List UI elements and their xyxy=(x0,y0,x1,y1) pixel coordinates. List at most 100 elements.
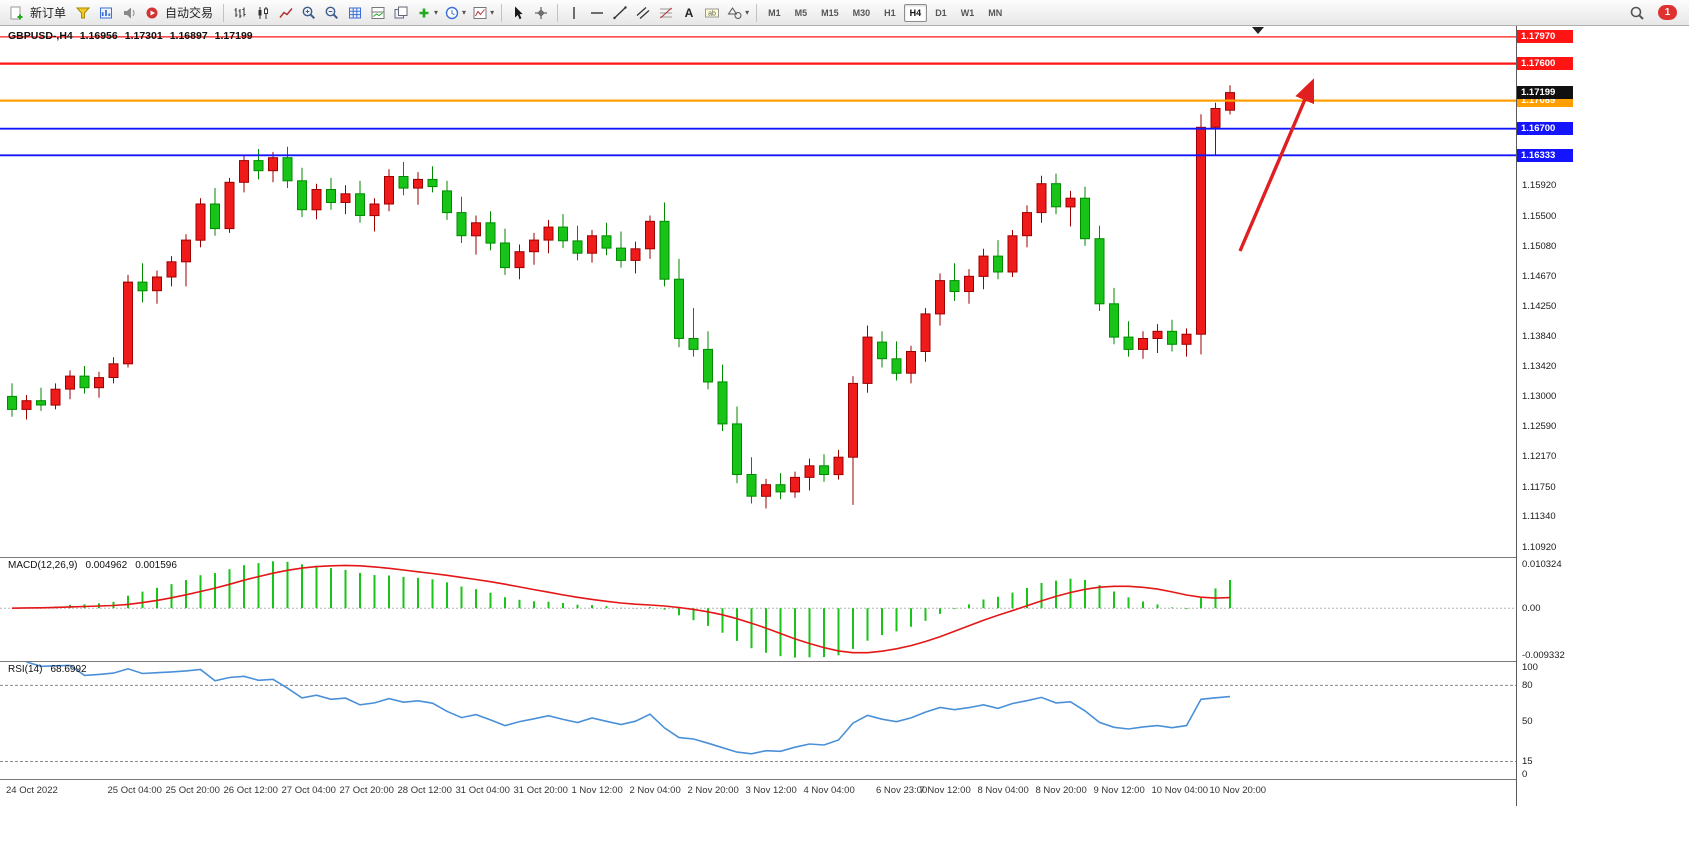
macd-chart xyxy=(0,561,1516,658)
timeframe-M15[interactable]: M15 xyxy=(821,7,839,18)
ohlc-high: 1.17301 xyxy=(124,30,163,42)
zoom-in-icon[interactable] xyxy=(298,3,320,23)
macd-axis-label: 0.00 xyxy=(1522,603,1541,615)
funnel-icon[interactable] xyxy=(72,3,94,23)
timeframe-M5[interactable]: M5 xyxy=(794,7,808,18)
text-tool-icon[interactable]: A xyxy=(678,3,700,23)
timeframe-MN[interactable]: MN xyxy=(988,7,1003,18)
toolbar-separator xyxy=(223,3,225,22)
price-axis-label: 1.12590 xyxy=(1522,421,1557,433)
time-axis[interactable]: 24 Oct 2022 25 Oct 04:00 25 Oct 20:00 26 Oc… xyxy=(0,780,1516,806)
fibonacci-tool-icon[interactable] xyxy=(655,3,677,23)
new-order-label[interactable]: 新订单 xyxy=(30,6,67,20)
time-axis-label: 31 Oct 20:00 xyxy=(513,785,568,796)
alert-badge[interactable]: 1 xyxy=(1658,5,1677,20)
rsi-axis-label: 50 xyxy=(1522,715,1533,727)
rsi-axis-label: 15 xyxy=(1522,756,1533,768)
zoom-out-icon[interactable] xyxy=(321,3,343,23)
time-axis-label: 2 Nov 20:00 xyxy=(687,785,739,796)
macd-panel[interactable]: MACD(12,26,9) 0.004962 0.001596 xyxy=(0,558,1516,662)
timeframe-H1[interactable]: H1 xyxy=(884,7,896,18)
time-axis-label: 25 Oct 04:00 xyxy=(107,785,162,796)
price-axis-label: 1.13420 xyxy=(1522,361,1557,372)
timeframe-W1[interactable]: W1 xyxy=(960,7,975,18)
shapes-tool-icon[interactable] xyxy=(724,3,746,23)
search-icon[interactable] xyxy=(1626,3,1648,23)
time-axis-label: 9 Nov 12:00 xyxy=(1093,785,1145,796)
svg-text:A: A xyxy=(685,6,694,20)
market-depth-icon[interactable] xyxy=(95,3,117,23)
bid-price-tag: 1.17199 xyxy=(1517,86,1573,100)
cursor-icon[interactable] xyxy=(507,3,529,23)
rsi-axis-label: 0 xyxy=(1522,769,1528,780)
chart-title: GBPUSD-,H4 1.16956 1.17301 1.16897 1.171… xyxy=(8,30,253,42)
price-axis[interactable]: 1.15920 1.15500 1.15080 1.14670 1.14250 1.138… xyxy=(1516,26,1689,806)
time-axis-label: 7 Nov 12:00 xyxy=(919,785,971,796)
arrange-windows-icon[interactable] xyxy=(390,3,412,23)
period-icon[interactable] xyxy=(441,3,463,23)
time-axis-label: 25 Oct 20:00 xyxy=(165,785,220,796)
indicator-window-icon[interactable] xyxy=(367,3,389,23)
price-axis-label: 1.13840 xyxy=(1522,330,1557,342)
time-axis-label: 26 Oct 12:00 xyxy=(223,785,278,796)
rsi-axis-label: 80 xyxy=(1522,680,1533,692)
trend-arrow xyxy=(1238,78,1315,252)
auto-trade-label[interactable]: 自动交易 xyxy=(165,6,214,20)
text-label-tool-icon[interactable]: ab xyxy=(701,3,723,23)
new-order-icon[interactable] xyxy=(6,3,28,23)
price-axis-label: 1.15080 xyxy=(1522,240,1557,252)
price-axis-label: 1.15920 xyxy=(1522,180,1557,192)
ohlc-close: 1.17199 xyxy=(214,30,253,42)
vertical-line-tool-icon[interactable] xyxy=(563,3,585,23)
price-axis-label: 1.14250 xyxy=(1522,300,1557,312)
price-axis-label: 1.15500 xyxy=(1522,210,1557,222)
macd-histogram xyxy=(25,561,1231,658)
auto-trade-icon[interactable] xyxy=(141,3,163,23)
macd-label: MACD(12,26,9) 0.004962 0.001596 xyxy=(8,560,177,571)
toolbar: 新订单 自动交易 xyxy=(0,0,1689,26)
time-axis-label: 24 Oct 2022 xyxy=(6,785,58,796)
rsi-name: RSI(14) xyxy=(8,664,43,675)
price-axis-label: 1.12170 xyxy=(1522,451,1557,463)
timeframe-M30[interactable]: M30 xyxy=(852,7,871,18)
macd-name: MACD(12,26,9) xyxy=(8,560,78,571)
time-axis-label: 3 Nov 12:00 xyxy=(745,785,797,796)
bar-chart-type-icon[interactable] xyxy=(229,3,251,23)
template-icon[interactable] xyxy=(469,3,491,23)
timeframe-D1[interactable]: D1 xyxy=(935,7,947,18)
rsi-panel[interactable]: RSI(14) 68.6992 xyxy=(0,662,1516,780)
time-axis-label: 4 Nov 04:00 xyxy=(803,785,855,796)
macd-signal-line xyxy=(11,564,1231,654)
timeframe-H4[interactable]: H4 xyxy=(903,3,928,22)
add-indicator-caret[interactable]: ▾ xyxy=(434,8,439,17)
chart-shift-marker xyxy=(1252,27,1264,34)
sound-icon[interactable] xyxy=(118,3,140,23)
time-axis-label: 6 Nov 23:00 xyxy=(876,785,928,796)
trendline-tool-icon[interactable] xyxy=(609,3,631,23)
macd-signal-value: 0.001596 xyxy=(135,560,177,571)
price-axis-label: 1.14670 xyxy=(1522,270,1557,282)
line-chart-type-icon[interactable] xyxy=(275,3,297,23)
channel-tool-icon[interactable] xyxy=(632,3,654,23)
add-indicator-icon[interactable] xyxy=(413,3,435,23)
candlestick-chart-type-icon[interactable] xyxy=(252,3,274,23)
shapes-caret[interactable]: ▾ xyxy=(745,8,750,17)
price-chart-panel[interactable]: GBPUSD-,H4 1.16956 1.17301 1.16897 1.171… xyxy=(0,26,1516,558)
time-axis-label: 2 Nov 04:00 xyxy=(629,785,681,796)
hline-price-tag: 1.16700 xyxy=(1517,122,1573,136)
template-caret[interactable]: ▾ xyxy=(490,8,495,17)
timeframe-toolbar: M1 M5 M15 M30 H1 H4 D1 W1 MN xyxy=(762,3,1008,22)
macd-axis-label: -0.009332 xyxy=(1522,650,1565,661)
price-axis-label: 1.11750 xyxy=(1522,481,1556,493)
timeframe-M1[interactable]: M1 xyxy=(768,7,781,18)
candles-series xyxy=(7,85,1235,509)
time-axis-label: 10 Nov 20:00 xyxy=(1209,785,1267,796)
crosshair-icon[interactable] xyxy=(530,3,552,23)
toolbar-separator xyxy=(557,3,559,22)
grid-icon[interactable] xyxy=(344,3,366,23)
period-caret[interactable]: ▾ xyxy=(462,8,467,17)
rsi-axis-label: 100 xyxy=(1522,662,1538,673)
time-axis-label: 1 Nov 12:00 xyxy=(571,785,623,796)
horizontal-line-tool-icon[interactable] xyxy=(586,3,608,23)
